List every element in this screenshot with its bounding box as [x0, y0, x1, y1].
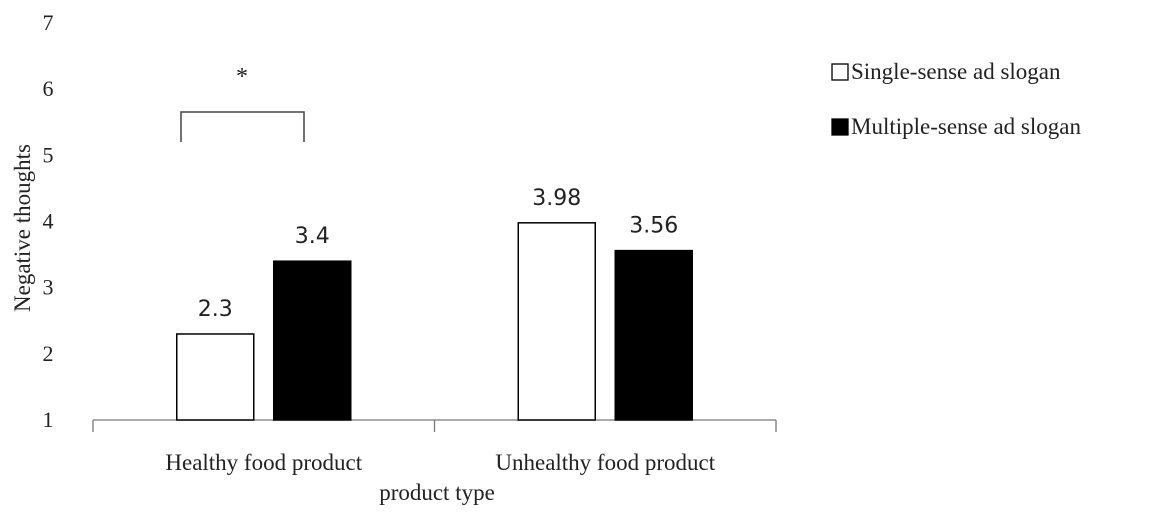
y-axis-label: Negative thoughts — [10, 144, 35, 312]
data-label: 3.56 — [629, 214, 678, 239]
legend-label-multiple-sense: Multiple-sense ad slogan — [851, 114, 1081, 139]
data-label: 3.98 — [532, 186, 581, 211]
y-tick-label: 6 — [43, 76, 54, 101]
x-axis-ticks — [92, 420, 777, 432]
legend-label-single-sense: Single-sense ad slogan — [851, 59, 1061, 84]
legend: Single-sense ad slogan Multiple-sense ad… — [831, 59, 1081, 139]
significance-bracket — [180, 111, 305, 142]
bar — [517, 222, 596, 421]
y-tick-label: 3 — [43, 275, 54, 300]
y-tick-label: 5 — [43, 142, 54, 167]
data-label: 3.4 — [295, 224, 330, 249]
bar — [273, 260, 352, 421]
y-axis-tick-labels: 1 2 3 4 5 6 7 — [43, 10, 54, 432]
bars-group — [176, 222, 693, 421]
value-labels: 2.3 3.4 3.98 3.56 — [198, 186, 678, 322]
y-tick-label: 4 — [43, 209, 54, 234]
y-tick-label: 1 — [43, 407, 54, 432]
legend-item-multiple-sense: Multiple-sense ad slogan — [831, 114, 1081, 139]
legend-swatch-single-sense — [831, 63, 849, 81]
legend-swatch-multiple-sense — [831, 118, 849, 136]
data-label: 2.3 — [198, 297, 233, 322]
bar — [614, 249, 693, 421]
category-label: Unhealthy food product — [495, 450, 715, 475]
y-tick-label: 7 — [43, 10, 54, 35]
significance-annotation: * — [180, 64, 305, 142]
category-label: Healthy food product — [165, 450, 362, 475]
bar — [176, 333, 255, 421]
y-tick-label: 2 — [43, 341, 54, 366]
significance-star: * — [236, 64, 248, 90]
x-axis-label: product type — [379, 480, 495, 505]
category-labels: Healthy food product Unhealthy food produ… — [165, 450, 715, 475]
legend-item-single-sense: Single-sense ad slogan — [831, 59, 1061, 84]
